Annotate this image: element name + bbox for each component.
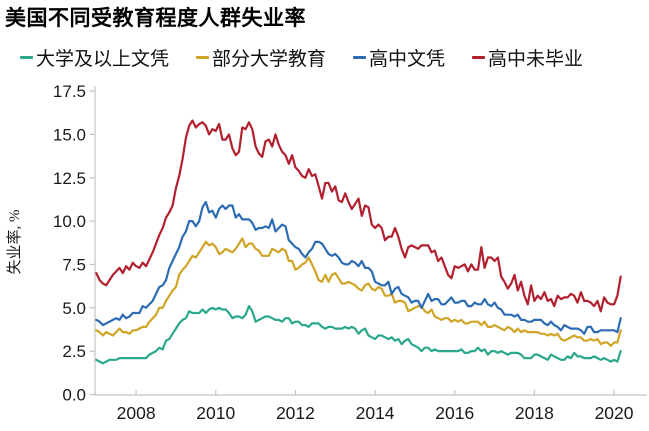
x-tick-label: 2008 [117, 403, 156, 423]
x-tick-label: 2018 [515, 403, 554, 423]
series-lines [95, 119, 622, 365]
legend-item-high-school: 高中文凭 [353, 44, 445, 71]
y-tick-label: 12.5 [53, 169, 86, 188]
y-tick-label: 0.0 [62, 386, 86, 405]
legend-item-some-college: 部分大学教育 [196, 44, 326, 71]
x-axis: 2008 2010 2012 2014 2016 2018 2020 [94, 390, 647, 423]
legend-label: 大学及以上文凭 [36, 49, 170, 70]
y-tick-label: 2.5 [62, 342, 86, 361]
legend-item-college-plus: 大学及以上文凭 [20, 44, 169, 71]
series-dash-icon [20, 56, 33, 59]
series-line [95, 119, 622, 313]
legend-label: 高中文凭 [369, 49, 446, 70]
legend-label: 高中未毕业 [488, 49, 584, 70]
series-line [95, 237, 622, 347]
x-tick-label: 2012 [276, 403, 315, 423]
y-tick-label: 17.5 [53, 82, 86, 101]
y-tick-label: 15.0 [53, 125, 86, 144]
x-tick-label: 2016 [435, 403, 474, 423]
legend: 大学及以上文凭 部分大学教育 高中文凭 高中未毕业 [20, 44, 645, 71]
y-tick-label: 10.0 [53, 212, 86, 231]
y-tick-label: 7.5 [62, 255, 86, 274]
series-line [95, 305, 622, 365]
x-tick-label: 2014 [356, 403, 395, 423]
y-axis: 0.0 2.5 5.0 7.5 10.0 12.5 15.0 17.5 [53, 82, 96, 405]
legend-label: 部分大学教育 [212, 49, 327, 70]
series-line [95, 200, 622, 335]
y-tick-label: 5.0 [62, 299, 86, 318]
series-dash-icon [196, 56, 210, 59]
x-tick-label: 2020 [595, 403, 634, 423]
series-dash-icon [353, 56, 367, 59]
chart-title: 美国不同受教育程度人群失业率 [5, 6, 306, 30]
y-axis-title: 失业率, % [6, 210, 23, 275]
series-dash-icon [472, 56, 486, 59]
legend-item-less-than-high-school: 高中未毕业 [472, 44, 583, 71]
x-tick-label: 2010 [196, 403, 235, 423]
